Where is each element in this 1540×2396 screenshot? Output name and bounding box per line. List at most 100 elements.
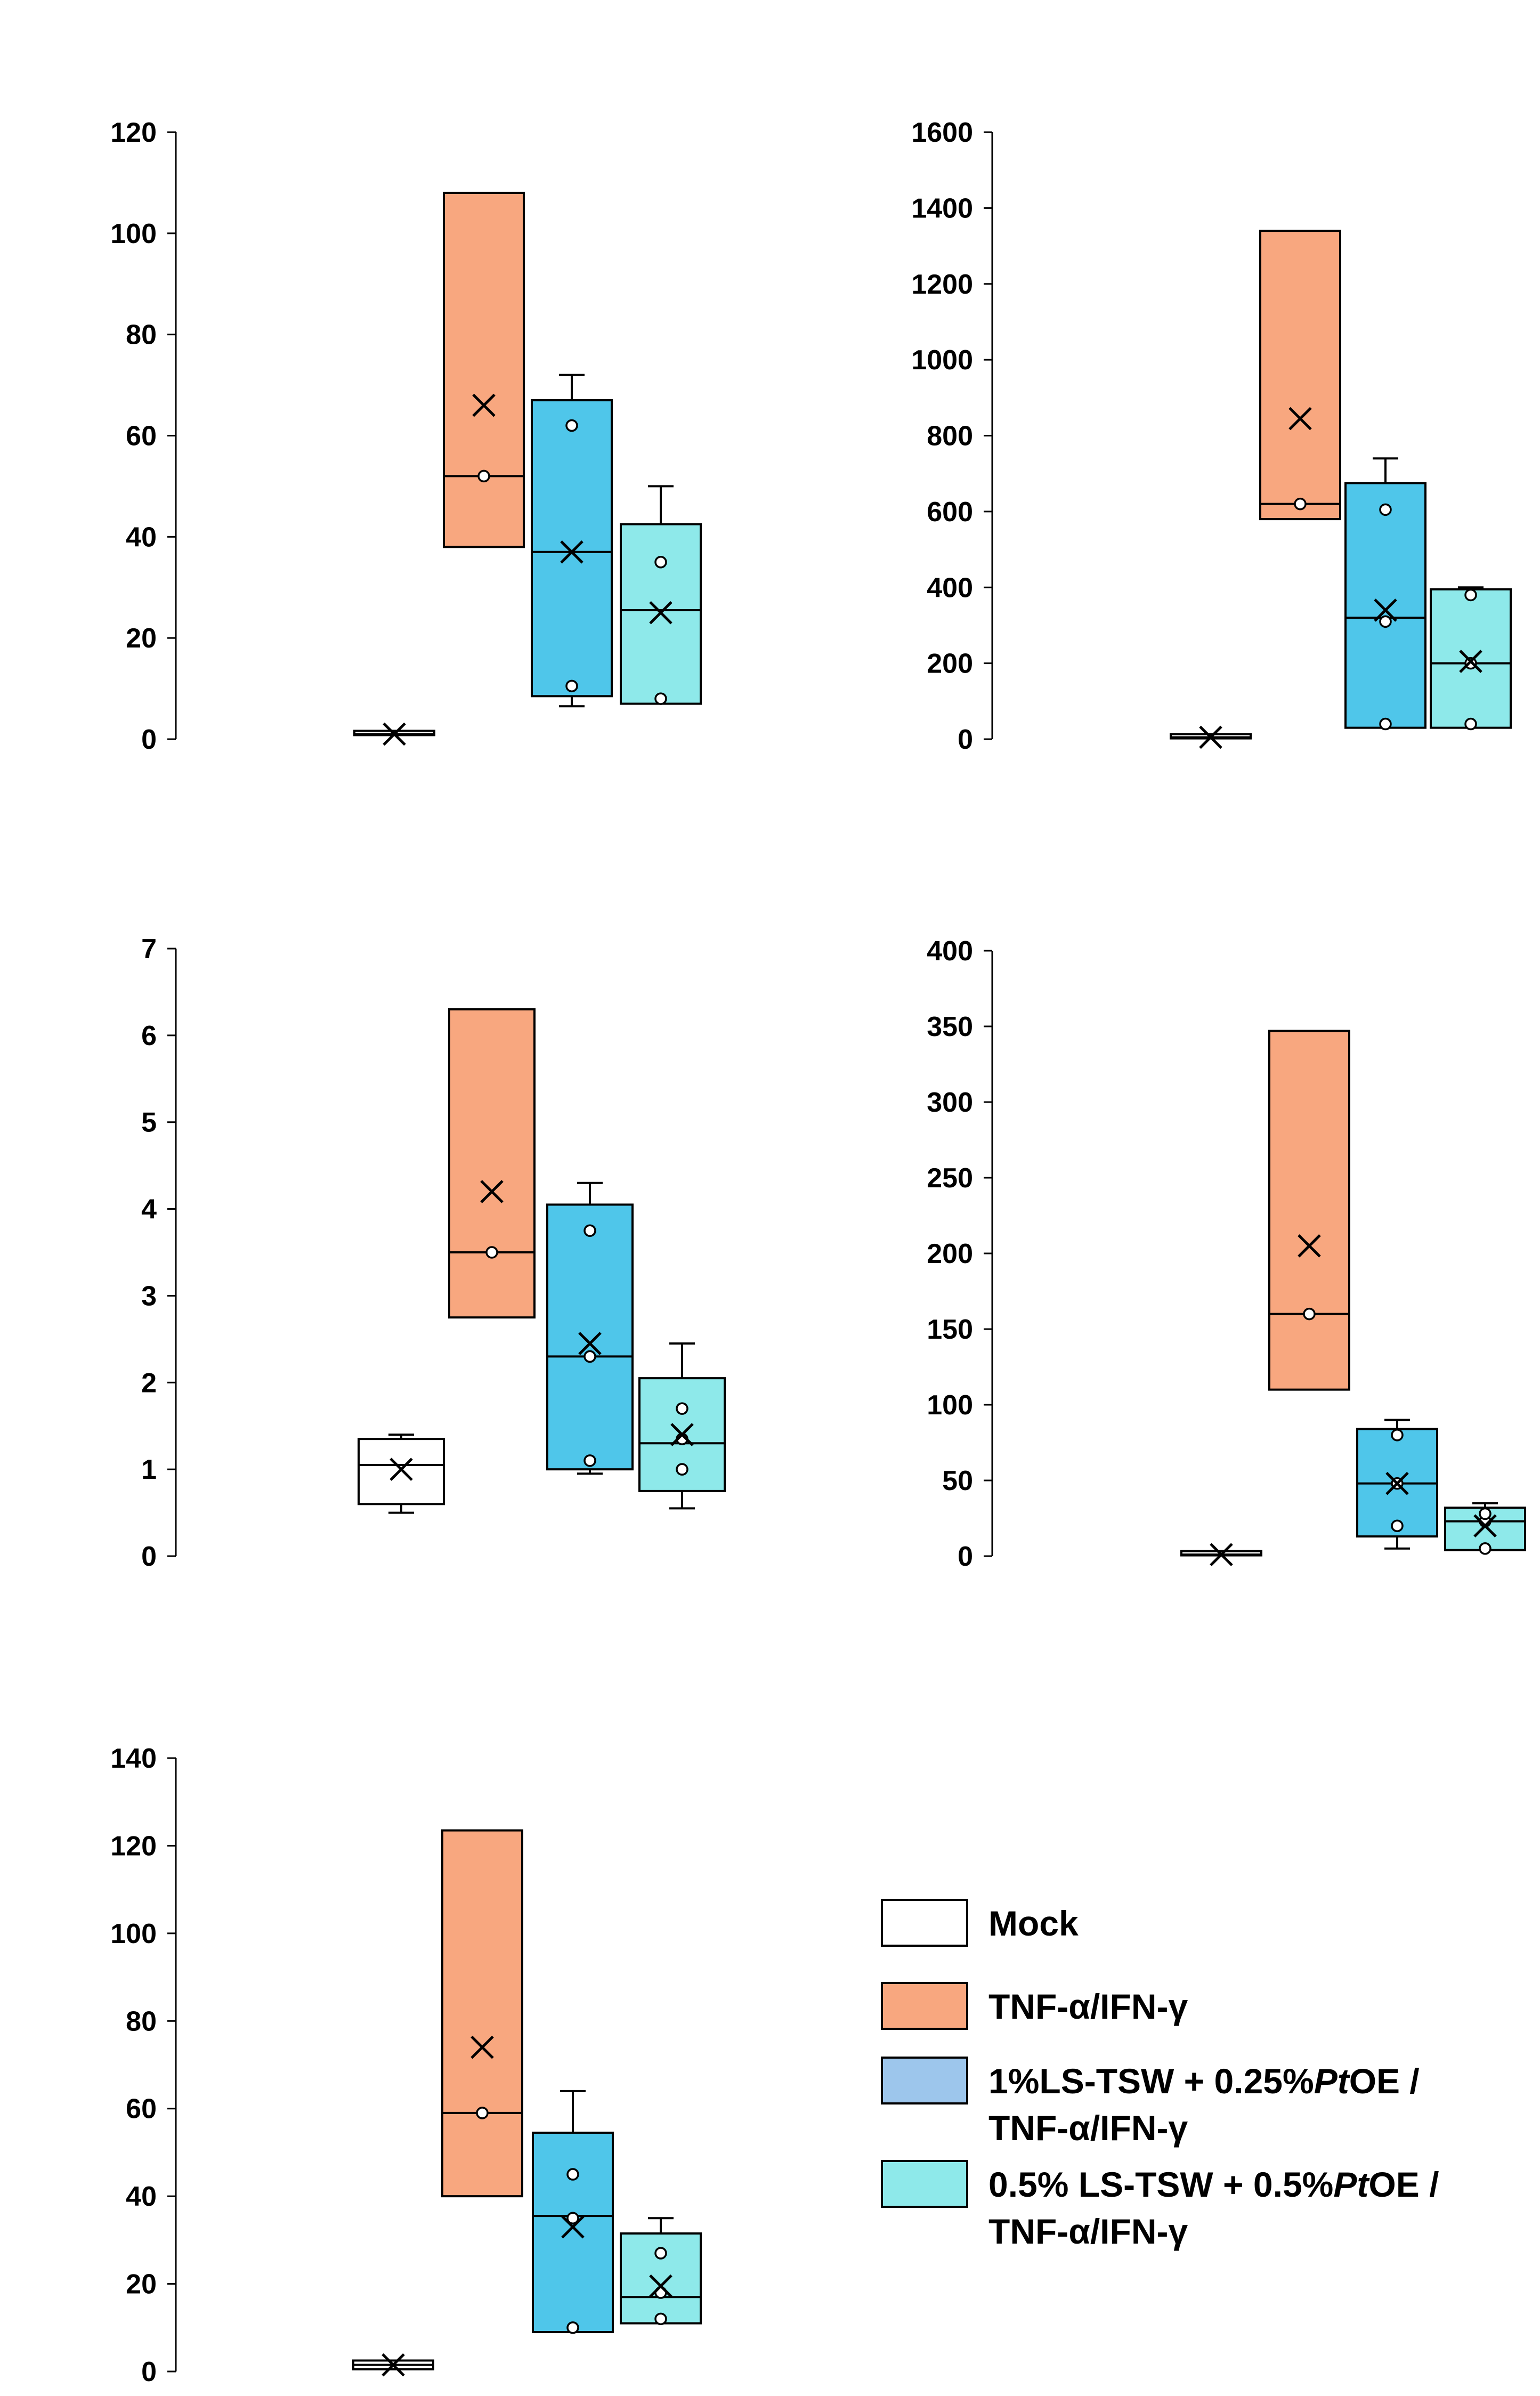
legend-label-segment: OE / [1368,2165,1439,2204]
y-tick-label: 40 [126,522,157,553]
legend-swatch [881,2057,968,2104]
legend-entry-4: 0.5% LS-TSW + 0.5%PtOE / TNF-α/IFN-γ [881,2160,1439,2251]
data-point [676,1463,688,1476]
box-group-3 [1344,457,1426,731]
box-group-2 [1268,1030,1350,1391]
data-point [676,1402,688,1415]
box-group-2 [448,1008,536,1319]
y-tick-label: 0 [958,1541,973,1572]
y-tick-label: 2 [141,1367,157,1398]
y-tick-label: 20 [126,2269,157,2300]
data-point [1464,657,1477,670]
mean-marker [472,393,496,417]
box-iqr [1259,230,1341,521]
box-iqr [531,399,613,698]
data-point [1379,717,1392,731]
data-point [1294,497,1307,511]
box-iqr [441,1829,523,2198]
y-tick-label: 60 [126,2094,157,2125]
y-tick-label: 1000 [911,345,973,376]
legend-label-segment: Pt [1333,2165,1370,2204]
y-tick-label: 1200 [911,269,973,300]
y-tick-label: 40 [126,2181,157,2212]
data-point [1379,615,1392,628]
y-tick-label: 3 [141,1281,157,1312]
y-tick-label: 4 [141,1194,157,1225]
data-point [583,1224,596,1237]
chart-panel-3: 0 1 2 3 4 5 6 7 [141,934,726,1572]
box-iqr [1344,482,1426,729]
y-tick-label: 20 [126,623,157,654]
data-point [654,2312,667,2326]
data-point [477,470,490,483]
legend-label-line: TNF-α/IFN-γ [988,1987,1188,2026]
data-point [566,2212,579,2224]
y-tick-label: 100 [927,1390,973,1421]
data-point [565,679,578,693]
chart-panel-4: 0 50 100 150 200 250 300 350 400 [927,936,1526,1572]
box-group-1 [353,722,435,746]
box-group-3 [532,2090,614,2334]
legend-swatch [881,1899,968,1947]
legend-label-line: 0.5% LS-TSW + 0.5%PtOE / [988,2165,1439,2204]
mean-marker [1385,1471,1409,1495]
box-group-1 [358,1434,445,1514]
chart-panel-1: 0 20 40 60 80 100 120 [110,117,702,755]
y-tick-label: 80 [126,320,157,351]
y-tick-label: 0 [141,2357,157,2387]
y-tick-label: 100 [110,218,157,249]
y-tick-label: 6 [141,1021,157,1051]
legend-label-line: Mock [988,1904,1079,1943]
box-iqr [546,1203,634,1471]
data-point [583,1454,596,1467]
legend-label-line: TNF-α/IFN-γ [988,2212,1188,2251]
mean-marker [1199,725,1222,749]
data-point [1379,503,1392,516]
legend-label-segment: 0.5% LS-TSW + 0.5% [988,2165,1333,2204]
data-point [566,2168,579,2181]
y-tick-label: 400 [927,572,973,603]
box-group-1 [352,2353,434,2377]
y-tick-label: 100 [110,1919,157,1949]
box-group-4 [620,2217,702,2326]
y-tick-label: 200 [927,649,973,679]
data-point [566,2321,579,2334]
y-tick-label: 150 [927,1314,973,1345]
box-group-1 [1170,725,1252,749]
legend-label-line: TNF-α/IFN-γ [988,2108,1188,2148]
box-group-3 [1356,1419,1438,1550]
legend-label-segment: 1%LS-TSW + 0.25% [988,2061,1314,2101]
legend-swatch [881,2160,968,2208]
y-tick-label: 200 [927,1239,973,1269]
legend-entry-3: 1%LS-TSW + 0.25%PtOE / TNF-α/IFN-γ [881,2057,1420,2148]
box-group-2 [443,191,525,548]
data-point [565,419,578,432]
mean-marker [1298,1234,1321,1258]
box-iqr [358,1438,445,1505]
data-point [476,2107,489,2119]
data-point [654,692,667,705]
y-tick-label: 80 [126,2006,157,2037]
legend-entry-2: TNF-α/IFN-γ [881,1982,1188,2030]
mean-marker [1210,1543,1233,1566]
legend-label-segment: OE / [1349,2061,1420,2101]
mean-marker [670,1423,694,1446]
data-point [1479,1542,1492,1555]
y-tick-label: 120 [110,1831,157,1861]
box-iqr [448,1008,536,1319]
box-iqr [443,191,525,548]
y-tick-label: 250 [927,1163,973,1194]
data-point [1464,717,1477,731]
y-tick-label: 1600 [911,117,973,148]
mean-marker [649,2274,672,2298]
box-group-4 [620,485,702,705]
box-iqr [1268,1030,1350,1391]
mean-marker [1288,407,1312,431]
y-tick-label: 120 [110,117,157,148]
box-group-4 [1430,586,1512,731]
y-tick-label: 60 [126,421,157,452]
y-tick-label: 5 [141,1107,157,1138]
y-tick-label: 800 [927,421,973,452]
